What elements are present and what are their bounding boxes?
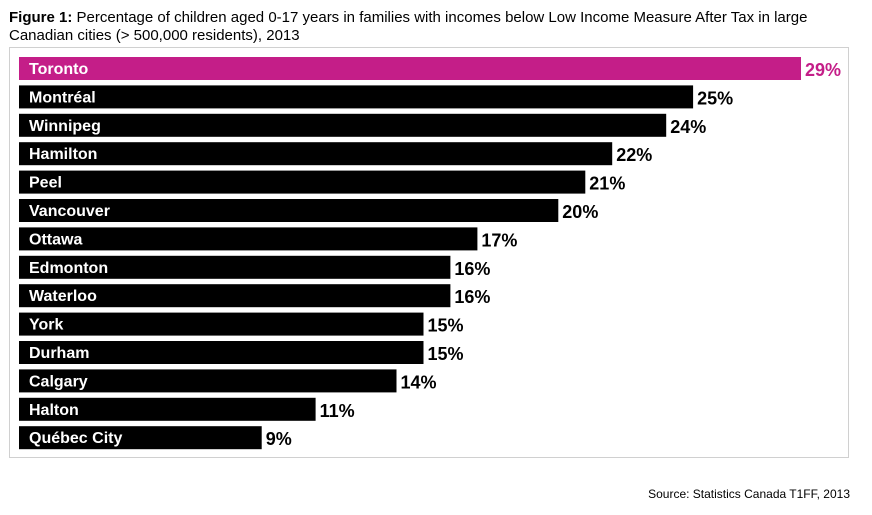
value-label-durham: 15% — [428, 344, 464, 364]
bar-york — [19, 312, 424, 336]
value-label-hamilton: 22% — [616, 145, 652, 165]
bar-montreal — [19, 85, 694, 109]
figure-title-text: Percentage of children aged 0-17 years i… — [9, 9, 808, 44]
category-label-hamilton: Hamilton — [29, 146, 97, 163]
category-label-winnipeg: Winnipeg — [29, 118, 101, 135]
category-label-montreal: Montréal — [29, 89, 96, 106]
value-label-york: 15% — [428, 316, 464, 336]
category-label-peel: Peel — [29, 175, 62, 192]
bar-durham — [19, 341, 424, 364]
category-label-vancouver: Vancouver — [29, 203, 110, 220]
value-label-edmonton: 16% — [454, 259, 490, 279]
bar-ottawa — [19, 227, 478, 251]
bar-halton — [19, 397, 316, 421]
bar-peel — [19, 170, 586, 194]
category-label-toronto: Toronto — [29, 61, 88, 78]
category-label-york: York — [29, 317, 63, 334]
bar-toronto — [19, 57, 801, 80]
category-label-waterloo: Waterloo — [29, 288, 97, 305]
category-label-durham: Durham — [29, 345, 89, 362]
figure-label: Figure 1: — [9, 9, 73, 26]
bar-chart: Toronto 29% Montréal 25% Winnipeg 24% Hamilton… — [19, 57, 841, 450]
bar-winnipeg — [19, 113, 667, 137]
value-label-montreal: 25% — [697, 88, 733, 108]
bar-waterloo — [19, 284, 451, 308]
source-note: Source: Statistics Canada T1FF, 2013 — [648, 487, 850, 501]
category-label-calgary: Calgary — [29, 373, 88, 390]
bar-quebec-city — [19, 426, 262, 450]
category-label-quebec-city: Québec City — [29, 430, 122, 447]
value-label-peel: 21% — [589, 174, 625, 194]
value-label-vancouver: 20% — [562, 202, 598, 222]
value-label-winnipeg: 24% — [670, 117, 706, 137]
chart-frame — [9, 47, 849, 458]
category-label-edmonton: Edmonton — [29, 260, 108, 277]
value-label-calgary: 14% — [401, 372, 437, 392]
bar-vancouver — [19, 199, 559, 222]
bar-calgary — [19, 369, 397, 393]
bar-hamilton — [19, 142, 613, 166]
value-label-quebec-city: 9% — [266, 429, 292, 449]
chart-title: Figure 1: Percentage of children aged 0-… — [9, 9, 839, 45]
category-label-ottawa: Ottawa — [29, 231, 82, 248]
value-label-waterloo: 16% — [454, 287, 490, 307]
value-label-halton: 11% — [320, 401, 355, 421]
category-label-halton: Halton — [29, 402, 79, 419]
value-label-ottawa: 17% — [481, 230, 517, 250]
value-label-toronto: 29% — [805, 60, 841, 80]
bar-edmonton — [19, 255, 451, 279]
